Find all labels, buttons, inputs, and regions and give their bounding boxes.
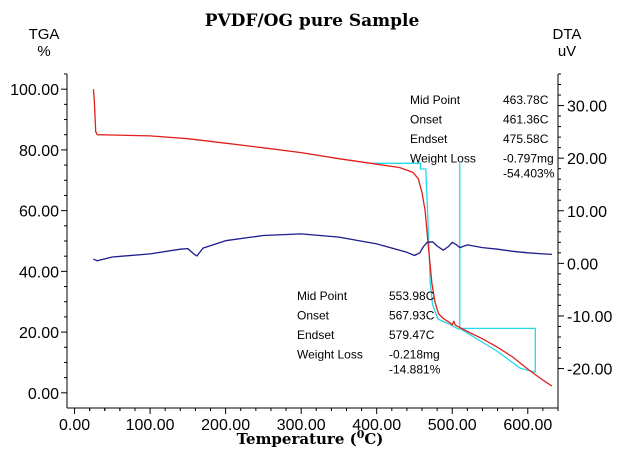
annotation-value: 567.93C	[389, 309, 435, 323]
left-tick-label: 20.00	[19, 325, 59, 342]
x-axis-label-suffix: C)	[364, 430, 383, 448]
annotation-value: -14.881%	[389, 363, 441, 377]
annotation-label: Weight Loss	[297, 348, 363, 362]
annotation-value: 475.58C	[503, 132, 549, 146]
annotation-label: Onset	[297, 309, 330, 323]
analysis-lines	[370, 162, 536, 373]
right-tick-label: 10.00	[567, 204, 607, 221]
analysis-line	[459, 327, 536, 373]
series-group	[92, 89, 553, 387]
right-tick-label: 20.00	[567, 151, 607, 168]
annotation-label: Mid Point	[297, 289, 348, 303]
annotation-value: 463.78C	[503, 93, 549, 107]
annotation-value: -0.218mg	[389, 348, 440, 362]
x-axis-label-sup: 0	[357, 428, 365, 441]
annotation-label: Onset	[410, 113, 443, 127]
x-tick-label: 300.00	[277, 417, 326, 434]
annotation-value: 579.47C	[389, 328, 435, 342]
annotation-label: Endset	[297, 328, 335, 342]
dta-series-line	[93, 233, 553, 262]
right-axis-name: DTA	[553, 26, 582, 43]
x-tick-label: 400.00	[352, 417, 401, 434]
x-tick-group: 0.00 100.00 200.00 300.00 400.00 500.00 600.00	[59, 408, 559, 434]
left-axis-unit: %	[37, 43, 50, 60]
right-tick-label: 30.00	[567, 99, 607, 116]
x-tick-label: 500.00	[428, 417, 477, 434]
left-axis-name: TGA	[29, 26, 60, 43]
annotation-label: Endset	[410, 132, 448, 146]
left-tick-label: 0.00	[28, 386, 59, 403]
analysis-line	[459, 163, 536, 373]
left-tick-label: 80.00	[19, 143, 59, 160]
right-axis-unit: uV	[558, 43, 576, 60]
x-tick-label: 100.00	[126, 417, 175, 434]
annotation-group: Mid Point 463.78C Onset 461.36C Endset 475.58…	[297, 93, 555, 377]
x-axis-label-text: Temperature (	[237, 430, 357, 448]
right-tick-label: 0.00	[567, 256, 598, 273]
tga-series-line	[92, 89, 553, 387]
x-axis-label: Temperature (0C)	[237, 428, 384, 448]
annotation-label: Mid Point	[410, 93, 461, 107]
x-tick-label: 600.00	[503, 417, 552, 434]
left-tick-label: 60.00	[19, 204, 59, 221]
annotation-label: Weight Loss	[410, 152, 476, 166]
right-tick-label: -10.00	[567, 309, 612, 326]
analysis-line	[370, 162, 461, 331]
right-tick-label: -20.00	[567, 362, 612, 379]
left-tick-group: 100.00 80.00 60.00 40.00 20.00 0.00	[10, 73, 67, 403]
left-tick-label: 100.00	[10, 82, 59, 99]
annotation-value: 553.98C	[389, 289, 435, 303]
annotation-value: -0.797mg	[503, 152, 554, 166]
x-tick-label: 0.00	[59, 417, 90, 434]
left-tick-label: 40.00	[19, 264, 59, 281]
right-tick-group: 30.00 20.00 10.00 0.00 -10.00 -20.00	[558, 73, 612, 379]
chart-title: PVDF/OG pure Sample	[205, 11, 420, 31]
annotation-value: 461.36C	[503, 113, 549, 127]
annotation-value: -54.403%	[503, 167, 555, 181]
x-tick-label: 200.00	[201, 417, 250, 434]
